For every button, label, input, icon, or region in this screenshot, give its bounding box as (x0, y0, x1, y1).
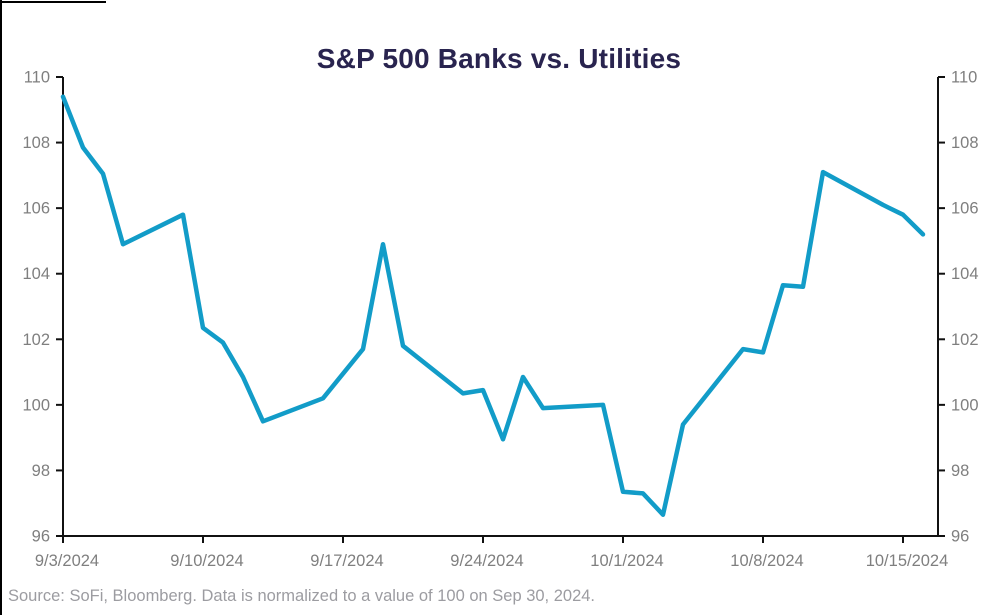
source-note: Source: SoFi, Bloomberg. Data is normali… (8, 587, 596, 605)
axis-frame (62, 77, 939, 537)
window-border-top-stub (0, 1, 106, 3)
x-axis-tick-label: 9/3/2024 (35, 552, 99, 570)
y-axis-tick-label: 100 (951, 396, 979, 414)
series-line (60, 94, 926, 517)
y-axis-tick-label: 96 (951, 528, 969, 546)
x-axis-tick-label: 10/15/2024 (866, 552, 949, 570)
chart-title: S&P 500 Banks vs. Utilities (316, 42, 682, 74)
y-axis-tick-label: 108 (22, 134, 50, 152)
y-axis-tick-label: 110 (951, 69, 977, 87)
y-axis-tick-label: 98 (32, 462, 50, 480)
y-axis-tick-label: 102 (951, 331, 979, 349)
y-axis-tick-label: 106 (951, 200, 979, 218)
x-axis-tick-label: 9/10/2024 (170, 552, 243, 570)
y-axis-tick-label: 106 (22, 200, 50, 218)
y-axis-tick-label: 104 (951, 265, 979, 283)
window-border-left (0, 0, 2, 615)
y-axis-tick-label: 102 (22, 331, 50, 349)
x-axis-tick-label: 10/1/2024 (590, 552, 663, 570)
y-axis-tick-label: 104 (22, 265, 50, 283)
x-axis-tick-label: 9/24/2024 (450, 552, 523, 570)
y-axis-tick-label: 100 (22, 396, 50, 414)
x-axis-tick-label: 9/17/2024 (310, 552, 383, 570)
x-axis-tick-label: 10/8/2024 (730, 552, 803, 570)
y-axis-tick-label: 96 (32, 528, 50, 546)
y-axis-tick-label: 108 (951, 134, 979, 152)
y-axis-tick-label: 110 (24, 69, 50, 87)
y-axis-tick-label: 98 (951, 462, 969, 480)
